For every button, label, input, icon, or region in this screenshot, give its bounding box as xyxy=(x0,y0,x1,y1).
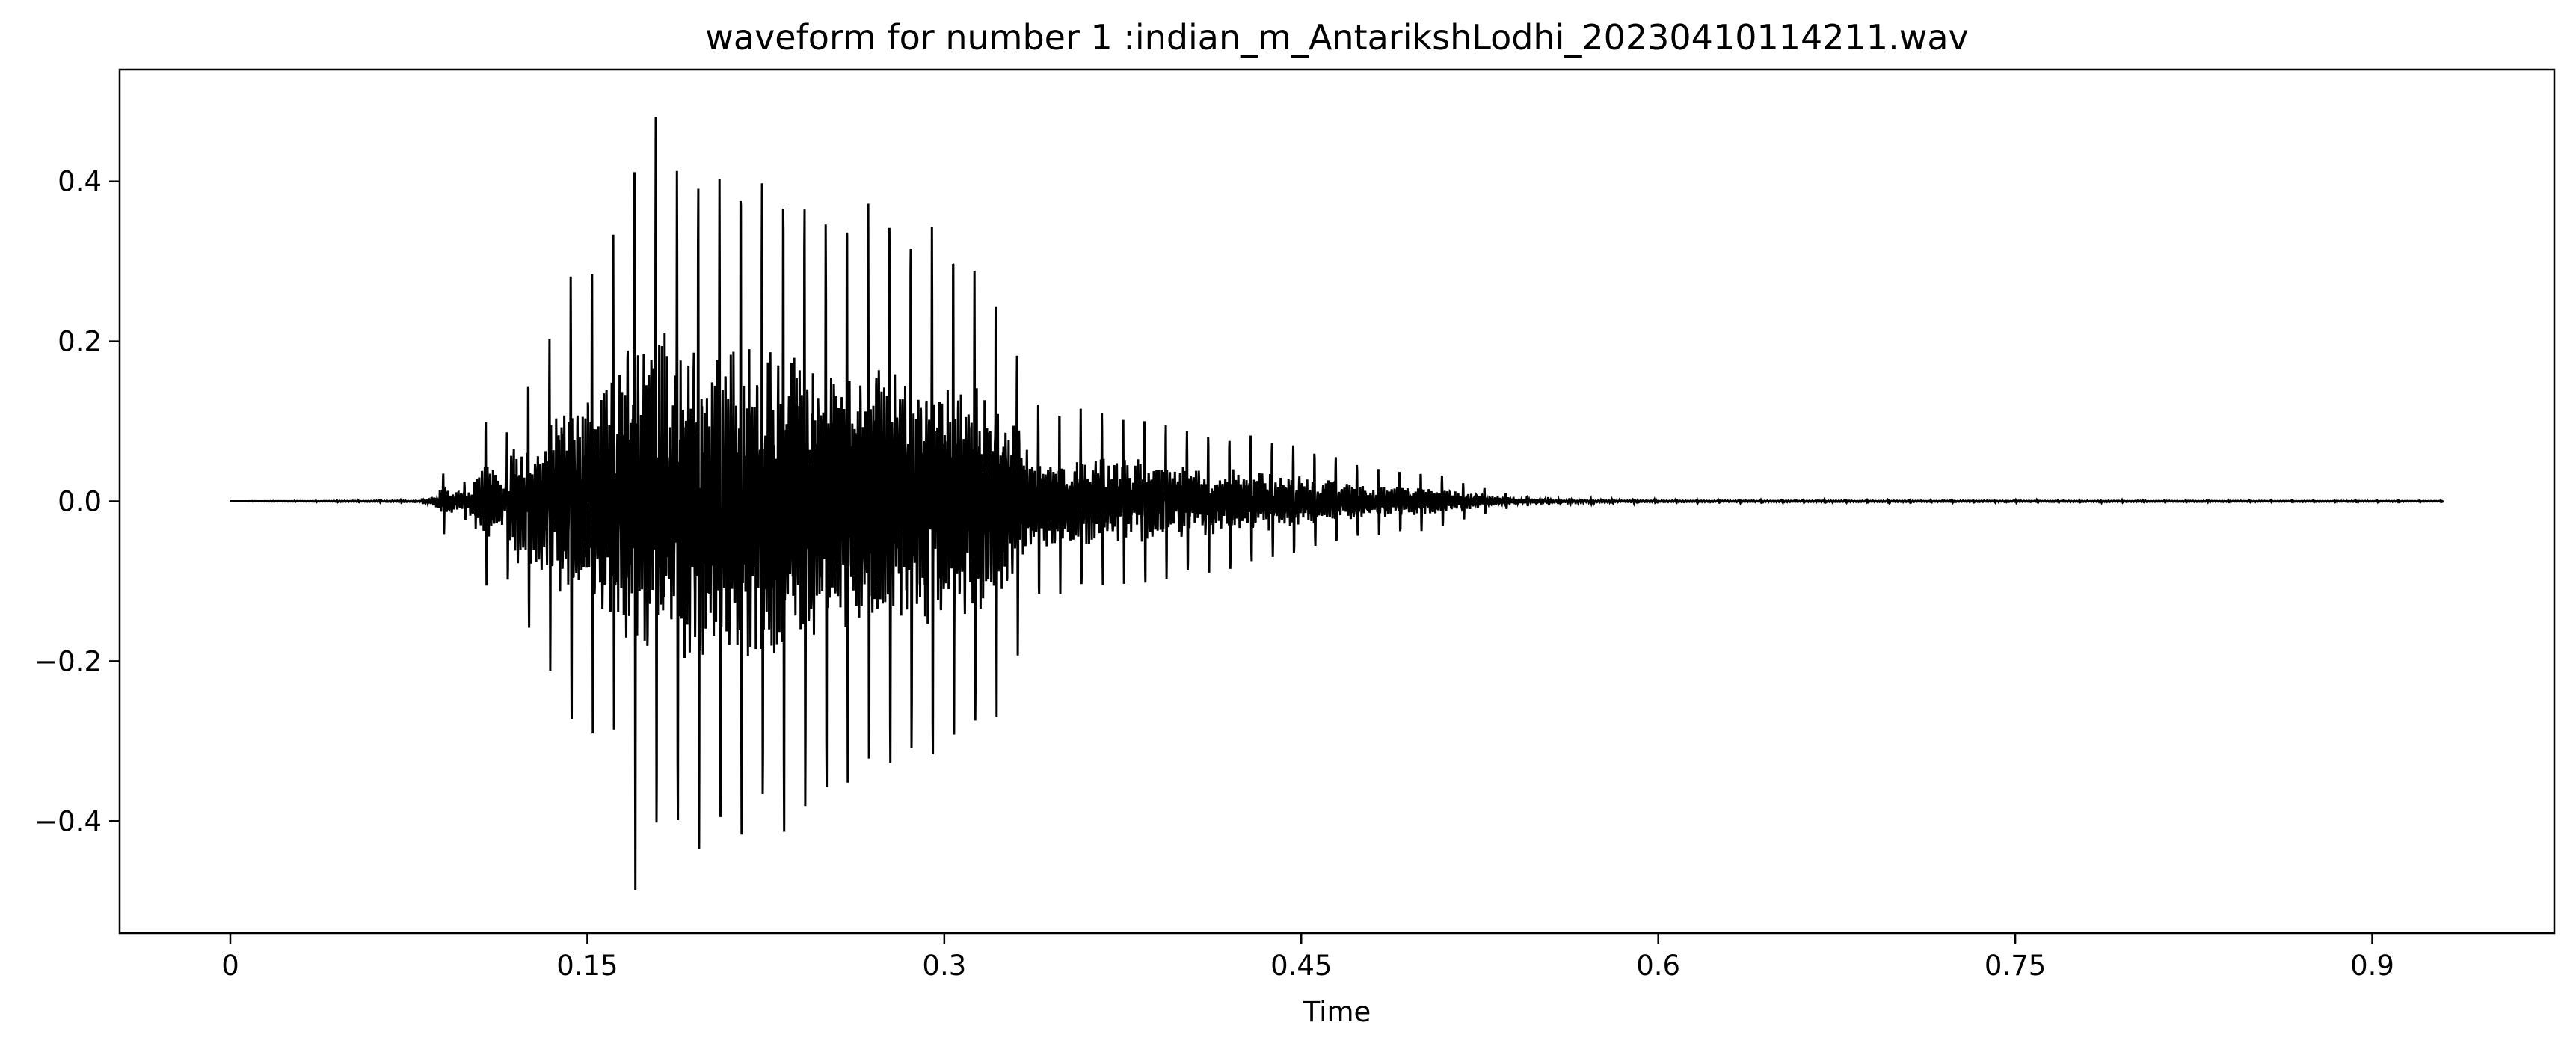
waveform-series-line xyxy=(230,117,2444,890)
y-tick-label: 0.2 xyxy=(58,326,102,358)
x-tick-label: 0.9 xyxy=(2350,950,2394,982)
y-tick-label: 0.4 xyxy=(58,166,102,198)
x-tick-label: 0.15 xyxy=(556,950,618,982)
x-axis: 0 0.15 0.3 0.45 0.6 0.75 0.9 xyxy=(221,933,2394,982)
y-axis: −0.4 −0.2 0.0 0.2 0.4 xyxy=(34,166,120,837)
x-tick-label: 0.45 xyxy=(1270,950,1332,982)
y-tick-label: −0.2 xyxy=(34,645,102,677)
x-tick-label: 0.75 xyxy=(1985,950,2046,982)
y-tick-label: 0.0 xyxy=(58,486,102,518)
x-tick-label: 0 xyxy=(221,950,239,982)
chart-title: waveform for number 1 :indian_m_Antariks… xyxy=(705,17,1968,58)
x-axis-label: Time xyxy=(1303,996,1371,1028)
x-tick-label: 0.6 xyxy=(1636,950,1680,982)
y-tick-label: −0.4 xyxy=(34,805,102,837)
x-tick-label: 0.3 xyxy=(922,950,966,982)
